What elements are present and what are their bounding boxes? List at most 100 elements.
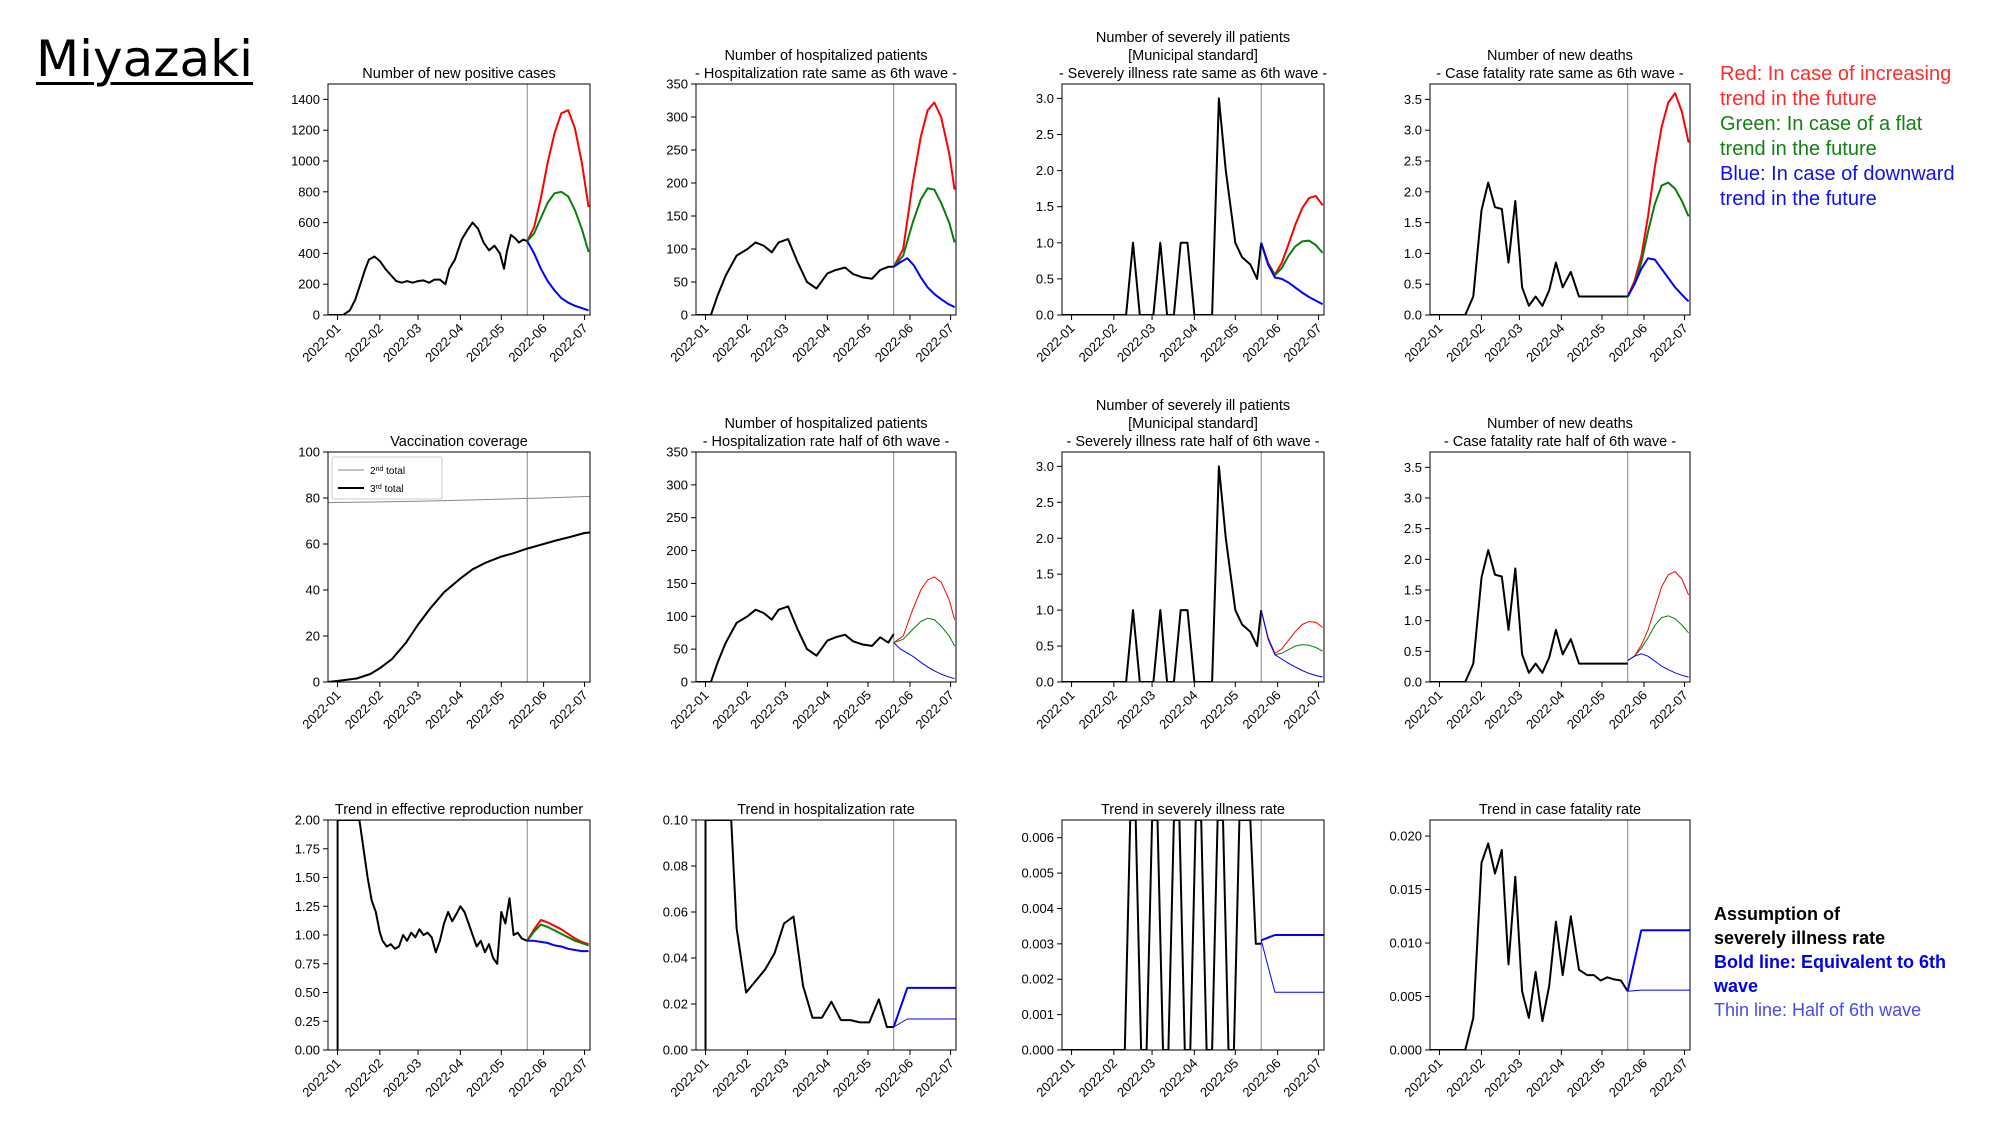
series-line-increase: [892, 101, 956, 268]
series-line-increase: [526, 919, 589, 946]
y-tick-label: 1.0: [1404, 246, 1422, 261]
x-tick-label: 2022-07: [912, 688, 956, 732]
series-line-observed: [696, 605, 895, 682]
legend-label: 2nd total: [370, 466, 405, 478]
y-tick-label: 0.00: [295, 1043, 320, 1058]
y-tick-label: 0.005: [1021, 866, 1054, 881]
x-tick-label: 2022-06: [1606, 688, 1650, 732]
y-tick-label: 0.10: [663, 813, 688, 828]
page-title: Miyazaki: [36, 30, 253, 88]
x-tick-label: 2022-02: [709, 688, 753, 732]
y-tick-label: 3.0: [1036, 91, 1054, 106]
x-tick-label: 2022-05: [1564, 688, 1608, 732]
plot-area: [328, 495, 590, 682]
y-tick-label: 50: [674, 275, 688, 290]
y-tick-label: 350: [666, 445, 688, 460]
x-tick-label: 2022-05: [463, 1056, 507, 1100]
x-tick-label: 2022-04: [422, 321, 466, 365]
x-tick-label: 2022-06: [872, 688, 916, 732]
chart-rt: Trend in effective reproduction number 0.…: [295, 802, 591, 1100]
y-tick-label: 1.50: [295, 870, 320, 885]
x-tick-label: 2022-01: [667, 688, 711, 732]
y-tick-label: 0.75: [295, 956, 320, 971]
y-tick-label: 100: [666, 242, 688, 257]
y-tick-label: 0.04: [663, 951, 688, 966]
chart-severe_rate: Trend in severely illness rate 0.000 0.001…: [1021, 802, 1324, 1100]
y-tick-label: 1.0: [1036, 603, 1054, 618]
x-tick-label: 2022-01: [1401, 321, 1445, 365]
chart-title-line: [Municipal standard]: [1128, 416, 1258, 432]
chart-hosp_same: Number of hospitalized patients - Hospita…: [666, 48, 957, 365]
x-tick-label: 2022-02: [1443, 688, 1487, 732]
chart-title-line: - Case fatality rate half of 6th wave -: [1444, 434, 1676, 450]
x-tick-label: 2022-04: [1523, 688, 1567, 732]
y-tick-label: 2.5: [1404, 521, 1422, 536]
x-tick-label: 2022-05: [830, 688, 874, 732]
x-tick-label: 2022-05: [830, 1056, 874, 1100]
x-tick-label: 2022-02: [1443, 321, 1487, 365]
series-line-flat: [526, 190, 590, 253]
plot-area: [1430, 92, 1690, 315]
chart-title-line: [Municipal standard]: [1128, 48, 1258, 64]
y-tick-label: 100: [298, 445, 320, 460]
y-tick-label: 0.5: [1404, 277, 1422, 292]
y-tick-label: 0.06: [663, 905, 688, 920]
axes-frame: [327, 83, 591, 316]
y-tick-label: 2.5: [1036, 495, 1054, 510]
x-tick-label: 2022-06: [1239, 688, 1283, 732]
x-tick-label: 2022-03: [380, 1056, 424, 1100]
chart-title-line: Trend in case fatality rate: [1479, 802, 1641, 818]
y-tick-label: 2.0: [1036, 163, 1054, 178]
x-tick-label: 2022-03: [1481, 321, 1525, 365]
series-line-increase-thin: [1627, 571, 1690, 661]
x-tick-label: 2022-06: [872, 321, 916, 365]
series-line-decrease: [526, 240, 589, 312]
plot-area: [328, 109, 590, 315]
y-tick-label: 0.005: [1389, 989, 1422, 1004]
x-tick-label: 2022-07: [912, 1056, 956, 1100]
y-tick-label: 0.02: [663, 997, 688, 1012]
series-line-observed: [1062, 465, 1263, 682]
axes-frame: [695, 819, 957, 1051]
y-tick-label: 1.5: [1404, 215, 1422, 230]
axes-frame: [1429, 451, 1691, 683]
series-line-decrease-thin: [893, 1018, 956, 1028]
x-tick-label: 2022-07: [1646, 321, 1690, 365]
series-line-decrease: [1626, 929, 1690, 992]
series-line-observed: [1430, 549, 1628, 682]
y-tick-label: 2.00: [295, 813, 320, 828]
series-line-decrease-thin: [893, 642, 955, 680]
series-line-decrease: [893, 257, 956, 308]
chart-title-line: Number of new positive cases: [362, 66, 555, 82]
axes-frame: [1061, 451, 1325, 683]
x-tick-label: 2022-02: [709, 321, 753, 365]
y-tick-label: 3.5: [1404, 460, 1422, 475]
x-tick-label: 2022-01: [667, 1056, 711, 1100]
chart-title-line: - Severely illness rate same as 6th wave…: [1059, 66, 1328, 82]
y-tick-label: 60: [306, 537, 320, 552]
x-tick-label: 2022-01: [667, 321, 711, 365]
x-tick-label: 2022-03: [1481, 688, 1525, 732]
x-tick-label: 2022-04: [1156, 321, 1200, 365]
x-tick-label: 2022-06: [505, 1056, 549, 1100]
series-line-observed: [336, 820, 528, 1050]
series-line-increase: [526, 109, 590, 242]
y-tick-label: 250: [666, 510, 688, 525]
x-tick-label: 2022-06: [1606, 321, 1650, 365]
x-tick-label: 2022-04: [1156, 688, 1200, 732]
series-line-flat: [892, 187, 956, 268]
x-tick-label: 2022-02: [1076, 688, 1120, 732]
y-tick-label: 2.0: [1036, 531, 1054, 546]
x-tick-label: 2022-06: [1606, 1056, 1650, 1100]
chart-new_cases: Number of new positive cases 0 200 400 600 80…: [291, 66, 591, 365]
chart-deaths_same: Number of new deaths - Case fatality rate…: [1401, 48, 1690, 365]
y-tick-label: 250: [666, 143, 688, 158]
x-tick-label: 2022-03: [1114, 688, 1158, 732]
y-tick-label: 50: [674, 642, 688, 657]
y-tick-label: 1200: [291, 123, 320, 138]
series-line-flat: [1626, 181, 1690, 297]
series-line-increase-thin: [893, 576, 956, 644]
y-tick-label: 300: [666, 110, 688, 125]
y-tick-label: 0.000: [1389, 1043, 1422, 1058]
y-tick-label: 2.0: [1404, 184, 1422, 199]
